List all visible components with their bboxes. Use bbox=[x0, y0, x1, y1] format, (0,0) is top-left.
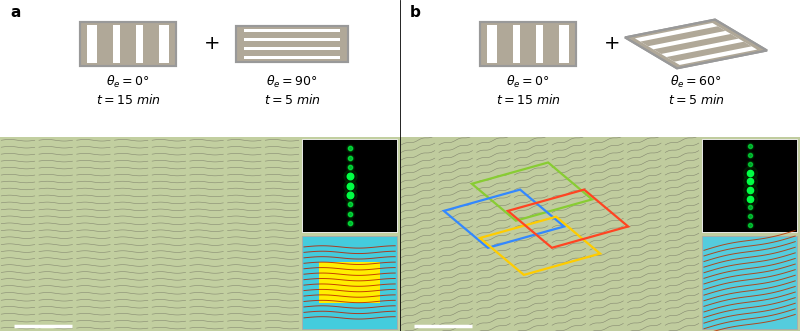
Text: $\theta_e$$=$$60°$: $\theta_e$$=$$60°$ bbox=[670, 74, 722, 90]
Bar bbox=[480, 22, 576, 66]
Point bbox=[743, 161, 756, 166]
Bar bbox=[80, 22, 176, 66]
Point bbox=[343, 155, 356, 160]
Text: $\theta_e$$=$$90°$: $\theta_e$$=$$90°$ bbox=[266, 74, 318, 90]
Point bbox=[743, 153, 756, 158]
Point bbox=[743, 187, 756, 193]
Point bbox=[743, 170, 756, 175]
Point bbox=[743, 196, 756, 201]
Bar bbox=[702, 139, 797, 232]
Point bbox=[743, 196, 756, 201]
Point bbox=[343, 211, 356, 216]
Point bbox=[343, 164, 356, 169]
Bar bbox=[480, 22, 576, 66]
Point bbox=[343, 202, 356, 207]
Text: $t$$=$$15$ min: $t$$=$$15$ min bbox=[495, 93, 561, 107]
Point bbox=[343, 211, 356, 216]
Point bbox=[343, 220, 356, 225]
Bar bbox=[86, 24, 170, 63]
Bar bbox=[520, 24, 536, 63]
Point bbox=[343, 164, 356, 169]
Polygon shape bbox=[666, 42, 752, 62]
Text: +: + bbox=[604, 34, 620, 54]
Point bbox=[743, 179, 756, 184]
Point bbox=[343, 146, 356, 151]
Point bbox=[343, 202, 356, 207]
Bar bbox=[319, 262, 380, 303]
Point bbox=[343, 173, 356, 179]
Text: $t$$=$$5$ min: $t$$=$$5$ min bbox=[667, 93, 725, 107]
Point bbox=[343, 146, 356, 151]
Point bbox=[343, 173, 356, 179]
Text: a: a bbox=[10, 6, 20, 21]
Polygon shape bbox=[635, 23, 757, 65]
Text: $t$$=$$5$ min: $t$$=$$5$ min bbox=[263, 93, 321, 107]
Bar bbox=[97, 24, 113, 63]
Bar bbox=[143, 24, 159, 63]
Bar bbox=[236, 26, 348, 62]
Bar bbox=[497, 24, 513, 63]
Text: $\theta_e$$=$$0°$: $\theta_e$$=$$0°$ bbox=[506, 74, 550, 90]
Bar bbox=[244, 28, 340, 59]
Text: +: + bbox=[204, 34, 220, 54]
Point bbox=[343, 220, 356, 225]
Bar bbox=[302, 236, 397, 329]
Bar bbox=[244, 41, 340, 47]
Bar bbox=[302, 139, 397, 232]
Text: $t$$=$$15$ min: $t$$=$$15$ min bbox=[95, 93, 161, 107]
Bar bbox=[244, 50, 340, 56]
Point bbox=[743, 144, 756, 149]
Bar bbox=[702, 236, 797, 329]
Bar bbox=[236, 26, 348, 62]
Point bbox=[743, 213, 756, 219]
Polygon shape bbox=[625, 20, 767, 68]
Point bbox=[743, 170, 756, 175]
Bar bbox=[80, 22, 176, 66]
Bar bbox=[486, 24, 570, 63]
Point bbox=[743, 161, 756, 166]
Text: $\theta_e$$=$$0°$: $\theta_e$$=$$0°$ bbox=[106, 74, 150, 90]
Point bbox=[343, 183, 356, 188]
Polygon shape bbox=[640, 26, 726, 46]
Point bbox=[743, 144, 756, 149]
Bar bbox=[120, 24, 136, 63]
Point bbox=[343, 155, 356, 160]
Point bbox=[743, 205, 756, 210]
Point bbox=[743, 187, 756, 193]
Text: b: b bbox=[410, 6, 421, 21]
Point bbox=[343, 192, 356, 198]
Point bbox=[743, 213, 756, 219]
Point bbox=[343, 183, 356, 188]
Point bbox=[343, 192, 356, 198]
Bar bbox=[244, 32, 340, 38]
Polygon shape bbox=[654, 34, 738, 54]
Point bbox=[743, 153, 756, 158]
Point bbox=[743, 222, 756, 227]
Point bbox=[743, 179, 756, 184]
Point bbox=[743, 205, 756, 210]
Point bbox=[743, 222, 756, 227]
Bar bbox=[543, 24, 559, 63]
